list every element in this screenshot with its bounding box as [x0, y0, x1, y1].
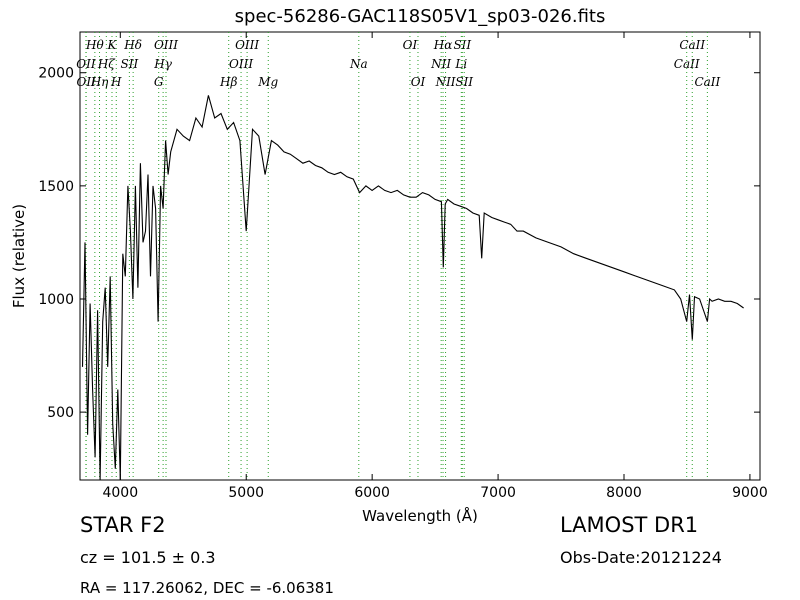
x-tick-label: 4000 [102, 485, 138, 501]
line-marker-label: Mg [257, 75, 278, 89]
chart-title: spec-56286-GAC118S05V1_sp03-026.fits [235, 6, 606, 27]
x-tick-label: 7000 [480, 485, 516, 501]
line-marker-label: Hβ [219, 75, 237, 89]
line-marker-label: OIII [154, 38, 178, 52]
x-tick-label: 8000 [606, 485, 642, 501]
y-tick-label: 1000 [38, 292, 74, 308]
line-marker-label: OI [403, 38, 418, 52]
line-marker-label: SII [455, 75, 473, 89]
plot-area [79, 31, 761, 481]
x-tick-label: 9000 [732, 485, 768, 501]
line-marker-label: Na [349, 57, 368, 71]
line-marker-label: Hη [90, 75, 109, 89]
line-marker-label: OIII [229, 57, 253, 71]
y-tick-label: 500 [47, 405, 74, 421]
x-tick-label: 5000 [228, 485, 264, 501]
line-marker-label: Li [454, 57, 467, 71]
x-axis-label: Wavelength (Å) [362, 506, 478, 525]
line-marker-label: Hδ [123, 38, 142, 52]
survey-name: LAMOST DR1 [560, 513, 699, 537]
line-marker-label: NII [435, 75, 456, 89]
line-marker-label: CaII [674, 57, 700, 71]
line-marker-label: CaII [679, 38, 705, 52]
line-marker-label: Hθ [85, 38, 104, 52]
line-marker-label: OI [411, 75, 426, 89]
line-marker-label: Hα [433, 38, 453, 52]
line-marker-label: NII [430, 57, 451, 71]
redshift-value: cz = 101.5 ± 0.3 [80, 548, 216, 567]
line-marker-label: Hζ [97, 57, 116, 71]
y-axis-label: Flux (relative) [10, 204, 28, 308]
line-marker-label: OII [77, 75, 97, 89]
line-marker-label: OIII [235, 38, 259, 52]
line-marker-label: CaII [694, 75, 720, 89]
line-marker-label: Hγ [153, 57, 172, 71]
line-marker-label: SII [121, 57, 139, 71]
y-tick-label: 1500 [38, 179, 74, 195]
x-tick-label: 6000 [354, 485, 390, 501]
line-marker-label: K [107, 38, 118, 52]
coordinates: RA = 117.26062, DEC = -6.06381 [80, 579, 334, 597]
line-marker-label: H [110, 75, 122, 89]
line-marker-label: G [154, 75, 164, 89]
spectrum-line [81, 95, 744, 481]
axis-ticks: 4000 5000 6000 7000 8000 9000 500 1000 1500 2000 [38, 32, 768, 501]
observation-date: Obs-Date:20121224 [560, 548, 722, 567]
line-markers: HθOIIOIIHηHζKHSIIHδHγGOIIIHβOIIIOIIIMgNa… [76, 32, 721, 480]
object-class: STAR F2 [80, 513, 166, 537]
y-tick-label: 2000 [38, 66, 74, 82]
line-marker-label: SII [453, 38, 471, 52]
